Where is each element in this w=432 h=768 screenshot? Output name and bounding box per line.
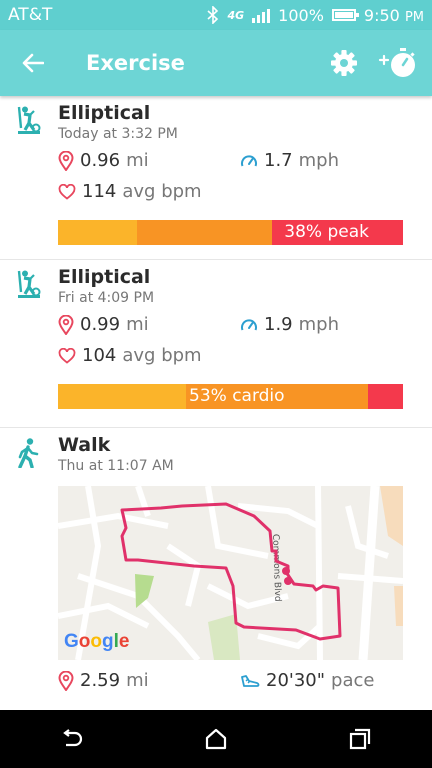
page-title: Exercise bbox=[86, 51, 185, 75]
arrow-left-icon bbox=[22, 53, 44, 73]
back-icon bbox=[63, 729, 83, 747]
nav-recents-button[interactable] bbox=[330, 710, 390, 768]
app-bar: Exercise bbox=[0, 30, 432, 96]
gear-icon bbox=[331, 50, 357, 76]
pace-stat: 20'30" pace bbox=[240, 670, 374, 691]
speed-stat: 1.9 mph bbox=[240, 314, 339, 335]
recents-icon bbox=[349, 728, 371, 750]
home-icon bbox=[205, 728, 227, 750]
nav-home-button[interactable] bbox=[186, 710, 246, 768]
battery-icon bbox=[331, 9, 359, 21]
elliptical-icon bbox=[17, 270, 41, 298]
zone-summary-label: 53% cardio bbox=[189, 386, 285, 406]
exercise-name: Elliptical bbox=[58, 102, 151, 124]
cardio-zone-segment bbox=[137, 220, 272, 245]
lte-icon: 4G bbox=[227, 8, 245, 22]
elliptical-icon bbox=[17, 106, 41, 134]
exercise-time: Thu at 11:07 AM bbox=[58, 458, 174, 474]
status-bar: AT&T 4G 100% 9:50 PM bbox=[0, 0, 432, 30]
exercise-time: Today at 3:32 PM bbox=[58, 126, 178, 142]
add-stopwatch-icon bbox=[378, 48, 415, 77]
exercise-card-elliptical-fri[interactable]: Elliptical Fri at 4:09 PM 0.99 mi 1.9 mph … bbox=[0, 260, 432, 428]
back-button[interactable] bbox=[0, 30, 66, 96]
fat-burn-zone-segment bbox=[58, 384, 186, 409]
location-pin-icon bbox=[58, 150, 74, 171]
distance-stat: 0.96 mi bbox=[58, 150, 149, 171]
zone-summary-label: 38% peak bbox=[284, 222, 369, 242]
signal-icon bbox=[252, 7, 271, 23]
exercise-card-elliptical-today[interactable]: Elliptical Today at 3:32 PM 0.96 mi 1.7 mp… bbox=[0, 96, 432, 260]
speed-stat: 1.7 mph bbox=[240, 150, 339, 171]
settings-button[interactable] bbox=[318, 37, 370, 89]
walking-person-icon bbox=[18, 438, 39, 468]
heart-zone-bar: 38% peak bbox=[58, 220, 403, 245]
shoe-icon bbox=[241, 674, 260, 687]
speedometer-icon bbox=[241, 318, 257, 330]
nav-back-button[interactable] bbox=[42, 710, 102, 768]
exercise-name: Elliptical bbox=[58, 266, 151, 288]
exercise-name: Walk bbox=[58, 434, 111, 456]
exercise-time: Fri at 4:09 PM bbox=[58, 290, 155, 306]
heart-zone-bar: 53% cardio bbox=[58, 384, 403, 409]
clock: 9:50 PM bbox=[363, 5, 424, 25]
route-map[interactable]: Commons Blvd Google bbox=[58, 486, 403, 660]
heart-rate-stat: 114 avg bpm bbox=[58, 181, 202, 202]
distance-stat: 0.99 mi bbox=[58, 314, 149, 335]
heart-icon bbox=[58, 347, 76, 364]
battery-percent: 100% bbox=[278, 5, 324, 25]
google-logo: Google bbox=[64, 631, 129, 652]
system-nav-bar bbox=[0, 710, 432, 768]
cardio-zone-segment bbox=[185, 384, 369, 409]
track-exercise-button[interactable] bbox=[370, 37, 426, 89]
fat-burn-zone-segment bbox=[58, 220, 138, 245]
peak-zone-segment bbox=[271, 220, 403, 245]
route-map-graphic: Commons Blvd Google bbox=[58, 486, 403, 660]
distance-stat: 2.59 mi bbox=[58, 670, 149, 691]
peak-zone-segment bbox=[368, 384, 403, 409]
speedometer-icon bbox=[241, 154, 257, 166]
heart-icon bbox=[58, 183, 76, 200]
bluetooth-icon bbox=[207, 6, 219, 24]
heart-rate-stat: 104 avg bpm bbox=[58, 345, 202, 366]
exercise-card-walk[interactable]: Walk Thu at 11:07 AM bbox=[0, 428, 432, 710]
carrier-name: AT&T bbox=[8, 5, 53, 25]
location-pin-icon bbox=[58, 670, 74, 691]
exercise-list[interactable]: Elliptical Today at 3:32 PM 0.96 mi 1.7 mp… bbox=[0, 96, 432, 710]
location-pin-icon bbox=[58, 314, 74, 335]
